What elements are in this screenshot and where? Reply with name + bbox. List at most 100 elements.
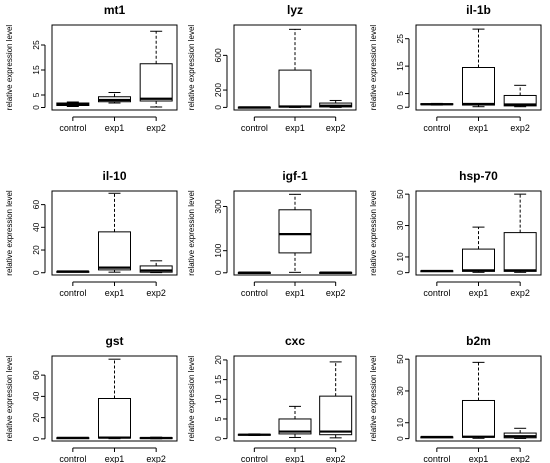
x-tick-label: exp1 [469,123,489,133]
y-tick-label: 600 [213,48,223,62]
y-tick-label: 60 [31,370,41,380]
y-tick-label: 40 [31,391,41,401]
x-tick-label: exp1 [469,454,489,463]
x-tick-label: exp1 [105,123,125,133]
chart-title: lyz [287,3,303,17]
box-exp1 [278,209,312,254]
plot-frame [233,190,357,276]
box-exp2 [139,265,173,273]
y-axis-label: relative expression level [5,356,14,442]
y-axis-label: relative expression level [5,190,14,276]
box-exp2 [503,94,537,107]
plot-frame [415,355,542,442]
plot-frame [415,24,542,111]
y-axis-label: relative expression level [369,190,378,276]
x-tick-label: exp1 [469,288,489,298]
box-exp2 [319,395,353,436]
x-tick-label: exp2 [326,454,346,463]
y-tick-label: 0 [395,105,405,110]
y-tick-label: 0 [213,436,223,441]
box-exp1 [462,248,495,272]
box-exp1 [98,398,131,439]
y-tick-label: 30 [395,221,405,231]
x-tick-label: control [241,288,268,298]
chart-title: il-1b [466,3,491,17]
chart-title: cxc [285,334,305,348]
plot-frame [415,190,542,276]
x-tick-label: exp2 [146,288,166,298]
plot-frame [233,355,357,442]
y-tick-label: 200 [213,83,223,97]
y-tick-label: 40 [31,222,41,232]
box-exp1 [278,418,312,435]
y-tick-label: 0 [31,105,41,110]
y-tick-label: 0 [213,105,223,110]
y-tick-label: 10 [213,394,223,404]
y-axis-label: relative expression level [187,25,196,111]
y-tick-label: 50 [395,354,405,364]
y-tick-label: 300 [213,199,223,213]
x-tick-label: exp2 [146,123,166,133]
y-tick-label: 50 [395,189,405,199]
x-tick-label: control [423,288,450,298]
x-tick-label: control [59,454,86,463]
x-tick-label: control [59,123,86,133]
y-tick-label: 30 [395,386,405,396]
x-tick-label: exp1 [285,454,305,463]
x-tick-label: exp1 [105,288,125,298]
plot-frame [51,355,178,442]
y-tick-label: 0 [395,436,405,441]
x-tick-label: control [423,123,450,133]
y-tick-label: 0 [31,436,41,441]
y-tick-label: 5 [31,92,41,97]
y-tick-label: 0 [395,270,405,275]
y-tick-label: 0 [213,270,223,275]
x-tick-label: exp2 [510,123,530,133]
y-tick-label: 0 [31,270,41,275]
y-tick-label: 60 [31,200,41,210]
y-tick-label: 100 [213,243,223,257]
chart-title: gst [106,334,124,348]
y-tick-label: 10 [395,252,405,262]
box-exp2 [503,232,537,272]
y-tick-label: 15 [395,61,405,71]
y-tick-label: 20 [213,355,223,365]
x-tick-label: exp2 [510,288,530,298]
box-exp2 [139,63,173,102]
plot-frame [51,24,178,111]
y-axis-label: relative expression level [369,25,378,111]
chart-title: igf-1 [282,169,308,183]
x-tick-label: exp2 [510,454,530,463]
y-tick-label: 5 [213,416,223,421]
y-tick-label: 20 [31,413,41,423]
x-tick-label: control [59,288,86,298]
box-exp1 [98,231,131,271]
x-tick-label: exp2 [326,288,346,298]
y-tick-label: 20 [31,245,41,255]
y-tick-label: 25 [395,34,405,44]
plot-frame [233,24,357,111]
x-tick-label: exp1 [285,123,305,133]
y-axis-label: relative expression level [369,356,378,442]
x-tick-label: exp2 [326,123,346,133]
y-axis-label: relative expression level [5,25,14,111]
box-exp1 [462,67,495,106]
y-axis-label: relative expression level [187,190,196,276]
box-exp1 [462,399,495,438]
y-axis-label: relative expression level [187,356,196,442]
y-tick-label: 10 [395,418,405,428]
y-tick-label: 15 [31,65,41,75]
x-tick-label: exp1 [285,288,305,298]
plot-frame [51,190,178,276]
y-tick-label: 5 [395,91,405,96]
chart-title: hsp-70 [459,169,498,183]
x-tick-label: exp2 [146,454,166,463]
x-tick-label: control [241,454,268,463]
chart-title: il-10 [102,169,126,183]
x-tick-label: exp1 [105,454,125,463]
y-tick-label: 25 [31,40,41,50]
chart-title: b2m [466,334,491,348]
y-tick-label: 15 [213,375,223,385]
box-exp1 [278,69,312,108]
